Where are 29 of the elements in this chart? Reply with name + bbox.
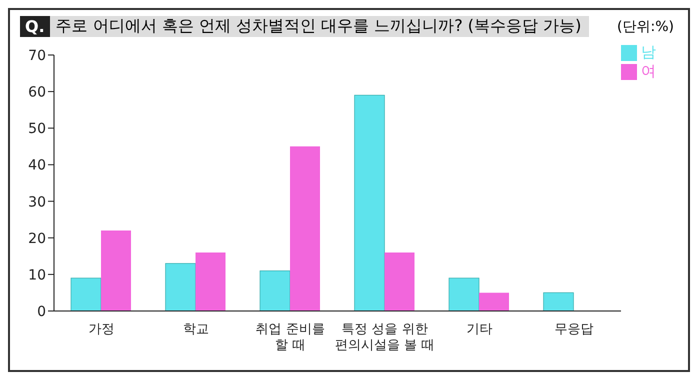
bar: [290, 146, 320, 311]
bar: [479, 292, 510, 311]
y-tick-label: 40: [28, 158, 46, 174]
x-tick-label: 특정 성을 위한 편의시설을 볼 때: [335, 322, 434, 353]
x-tick-label: 가정: [88, 322, 114, 337]
bar: [543, 292, 574, 311]
legend-label: 여: [641, 62, 656, 80]
bar: [101, 230, 132, 311]
y-tick-label: 10: [28, 267, 46, 284]
bar: [165, 263, 196, 311]
x-tick-label: 무응답: [554, 322, 594, 337]
bar: [384, 252, 415, 311]
y-tick-label: 20: [28, 230, 46, 247]
bar: [448, 278, 480, 311]
x-tick-label: 학교: [182, 322, 209, 337]
chart-title: Q. 주로 어디에서 혹은 언제 성차별적인 대우를 느끼십니까? (복수응답 가능): [24, 16, 582, 37]
y-tick-label: 70: [28, 48, 46, 64]
bar: [260, 270, 290, 311]
x-tick-label: 기타: [466, 322, 492, 337]
y-tick-label: 50: [28, 121, 46, 138]
y-tick-label: 0: [37, 304, 46, 320]
y-tick-label: 60: [28, 84, 46, 101]
bar: [354, 94, 385, 311]
legend-label: 남: [641, 43, 656, 61]
bar: [196, 252, 226, 311]
x-tick-label: 취업 준비를 할 때: [256, 322, 325, 353]
bar: [70, 278, 102, 311]
y-tick-label: 30: [28, 194, 46, 210]
text: (단위:%): [617, 18, 674, 34]
